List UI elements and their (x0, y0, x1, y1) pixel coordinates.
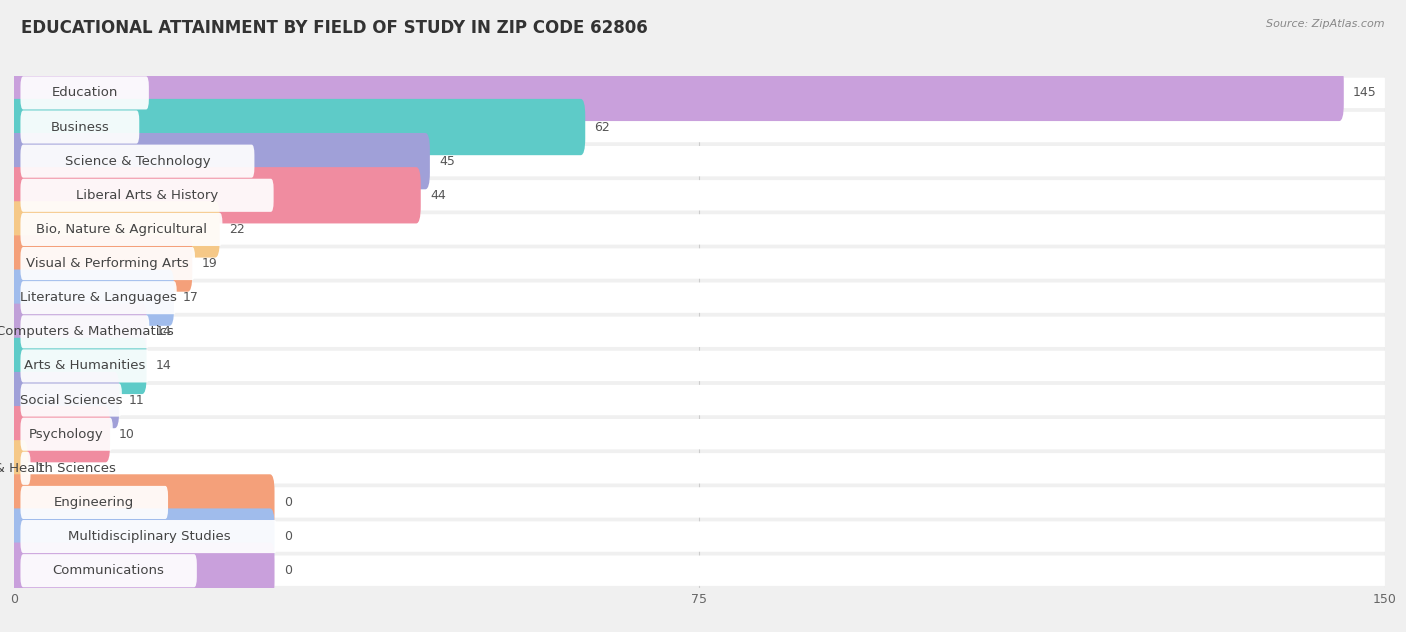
FancyBboxPatch shape (10, 303, 146, 360)
FancyBboxPatch shape (21, 349, 149, 382)
FancyBboxPatch shape (21, 486, 169, 519)
FancyBboxPatch shape (10, 133, 430, 190)
FancyBboxPatch shape (14, 112, 1385, 142)
FancyBboxPatch shape (10, 201, 219, 258)
FancyBboxPatch shape (10, 406, 110, 463)
Text: 22: 22 (229, 223, 245, 236)
Text: 45: 45 (439, 155, 456, 167)
Text: 0: 0 (284, 564, 291, 577)
Text: Bio, Nature & Agricultural: Bio, Nature & Agricultural (37, 223, 207, 236)
Text: Source: ZipAtlas.com: Source: ZipAtlas.com (1267, 19, 1385, 29)
FancyBboxPatch shape (14, 180, 1385, 210)
FancyBboxPatch shape (21, 281, 177, 314)
FancyBboxPatch shape (21, 76, 149, 109)
Text: EDUCATIONAL ATTAINMENT BY FIELD OF STUDY IN ZIP CODE 62806: EDUCATIONAL ATTAINMENT BY FIELD OF STUDY… (21, 19, 648, 37)
Text: 19: 19 (201, 257, 217, 270)
Text: 62: 62 (595, 121, 610, 133)
FancyBboxPatch shape (10, 235, 193, 292)
Text: Liberal Arts & History: Liberal Arts & History (76, 189, 218, 202)
FancyBboxPatch shape (21, 452, 31, 485)
FancyBboxPatch shape (14, 317, 1385, 347)
FancyBboxPatch shape (14, 521, 1385, 552)
Text: Social Sciences: Social Sciences (20, 394, 122, 406)
FancyBboxPatch shape (10, 372, 120, 428)
FancyBboxPatch shape (14, 78, 1385, 108)
FancyBboxPatch shape (10, 542, 274, 599)
FancyBboxPatch shape (14, 419, 1385, 449)
Text: 10: 10 (120, 428, 135, 441)
Text: 14: 14 (156, 360, 172, 372)
FancyBboxPatch shape (21, 213, 222, 246)
FancyBboxPatch shape (10, 269, 174, 326)
Text: Computers & Mathematics: Computers & Mathematics (0, 325, 174, 338)
Text: Physical & Health Sciences: Physical & Health Sciences (0, 462, 115, 475)
FancyBboxPatch shape (14, 351, 1385, 381)
Text: Arts & Humanities: Arts & Humanities (24, 360, 146, 372)
Text: Education: Education (52, 87, 118, 99)
FancyBboxPatch shape (21, 384, 122, 416)
FancyBboxPatch shape (21, 418, 112, 451)
FancyBboxPatch shape (14, 214, 1385, 245)
Text: 17: 17 (183, 291, 200, 304)
Text: Business: Business (51, 121, 110, 133)
Text: 14: 14 (156, 325, 172, 338)
FancyBboxPatch shape (10, 167, 420, 224)
FancyBboxPatch shape (14, 487, 1385, 518)
FancyBboxPatch shape (21, 145, 254, 178)
Text: 1: 1 (37, 462, 45, 475)
FancyBboxPatch shape (10, 99, 585, 155)
FancyBboxPatch shape (14, 146, 1385, 176)
Text: 0: 0 (284, 530, 291, 543)
Text: Multidisciplinary Studies: Multidisciplinary Studies (67, 530, 231, 543)
FancyBboxPatch shape (21, 315, 149, 348)
Text: Science & Technology: Science & Technology (65, 155, 211, 167)
FancyBboxPatch shape (10, 64, 1344, 121)
FancyBboxPatch shape (21, 111, 139, 143)
FancyBboxPatch shape (21, 179, 274, 212)
FancyBboxPatch shape (21, 520, 277, 553)
FancyBboxPatch shape (21, 554, 197, 587)
Text: Communications: Communications (52, 564, 165, 577)
Text: 0: 0 (284, 496, 291, 509)
FancyBboxPatch shape (14, 283, 1385, 313)
FancyBboxPatch shape (14, 248, 1385, 279)
Text: 44: 44 (430, 189, 446, 202)
FancyBboxPatch shape (10, 508, 274, 565)
Text: Literature & Languages: Literature & Languages (20, 291, 177, 304)
FancyBboxPatch shape (14, 556, 1385, 586)
Text: 145: 145 (1353, 87, 1376, 99)
Text: Psychology: Psychology (30, 428, 104, 441)
FancyBboxPatch shape (10, 337, 146, 394)
FancyBboxPatch shape (21, 247, 195, 280)
FancyBboxPatch shape (14, 453, 1385, 483)
Text: Engineering: Engineering (53, 496, 135, 509)
Text: Visual & Performing Arts: Visual & Performing Arts (27, 257, 190, 270)
FancyBboxPatch shape (10, 440, 28, 497)
FancyBboxPatch shape (10, 474, 274, 531)
Text: 11: 11 (128, 394, 143, 406)
FancyBboxPatch shape (14, 385, 1385, 415)
